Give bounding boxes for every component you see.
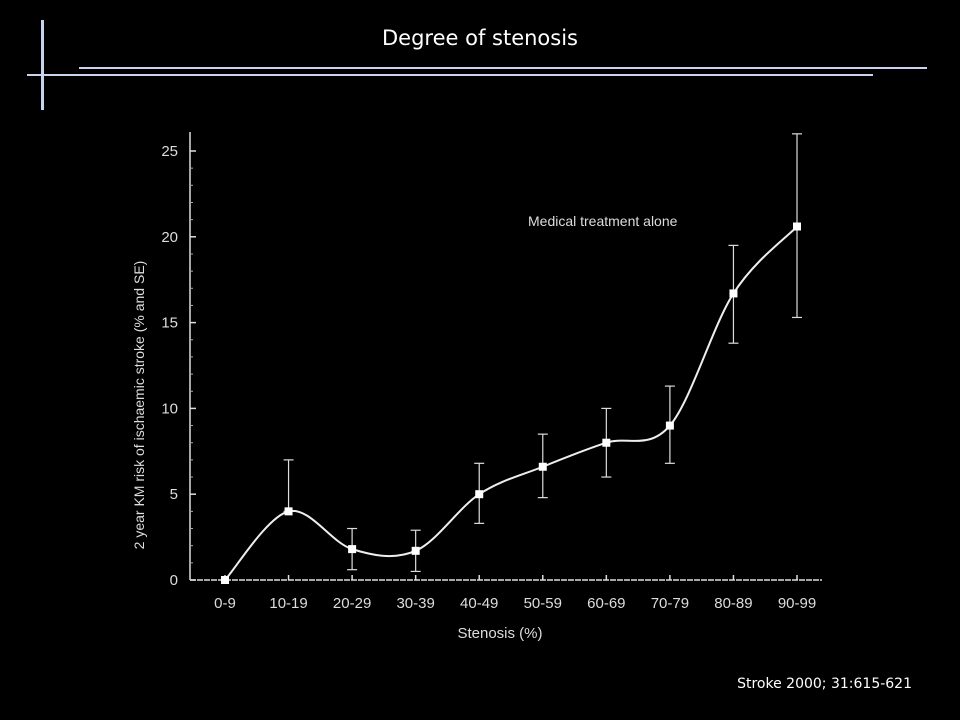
data-point bbox=[411, 546, 420, 555]
x-tick-label: 50-59 bbox=[524, 595, 562, 612]
data-point bbox=[538, 462, 547, 471]
x-tick-label: 70-79 bbox=[651, 595, 689, 612]
data-point bbox=[475, 490, 484, 499]
data-point bbox=[665, 421, 674, 430]
data-point bbox=[729, 289, 738, 298]
y-axis-label: 2 year KM risk of ischaemic stroke (% an… bbox=[131, 261, 147, 550]
x-tick-label: 20-29 bbox=[333, 595, 371, 612]
x-tick-label: 10-19 bbox=[269, 595, 307, 612]
x-tick-label: 0-9 bbox=[214, 595, 236, 612]
x-ticks: 0-9 10-19 20-29 30-39 40-49 50-59 60-69 70-79 80… bbox=[214, 575, 816, 612]
x-axis-label: Stenosis (%) bbox=[457, 625, 542, 642]
y-tick-label: 10 bbox=[161, 400, 178, 417]
x-tick-label: 60-69 bbox=[587, 595, 625, 612]
chart-axes bbox=[189, 132, 822, 581]
y-tick-label: 25 bbox=[161, 143, 178, 160]
y-tick-label: 5 bbox=[170, 486, 178, 503]
citation: Stroke 2000; 31:615-621 bbox=[737, 676, 912, 692]
error-bars bbox=[283, 133, 802, 573]
stenosis-risk-chart: 0 5 10 15 20 25 0-9 10-19 20-29 30-39 40-49 50-59 6… bbox=[131, 132, 822, 642]
chart-annotation: Medical treatment alone bbox=[528, 213, 678, 229]
data-point bbox=[221, 576, 229, 584]
series-line bbox=[224, 225, 798, 581]
data-point bbox=[348, 545, 357, 554]
y-ticks: 0 5 10 15 20 25 bbox=[161, 143, 196, 589]
data-point bbox=[284, 507, 293, 516]
x-tick-label: 40-49 bbox=[460, 595, 498, 612]
decorative-horizontal-line-bottom bbox=[27, 74, 873, 76]
y-tick-label: 0 bbox=[170, 572, 178, 589]
decorative-horizontal-line-top bbox=[79, 67, 927, 69]
decorative-vertical-line bbox=[41, 20, 44, 110]
slide-title: Degree of stenosis bbox=[382, 26, 578, 50]
data-points bbox=[221, 222, 801, 584]
y-tick-label: 15 bbox=[161, 315, 178, 332]
x-tick-label: 30-39 bbox=[396, 595, 434, 612]
x-tick-label: 90-99 bbox=[778, 595, 816, 612]
chart-container: 0 5 10 15 20 25 0-9 10-19 20-29 30-39 40-49 50-59 6… bbox=[110, 120, 840, 650]
data-point bbox=[602, 438, 611, 447]
y-tick-label: 20 bbox=[161, 229, 178, 246]
x-tick-label: 80-89 bbox=[714, 595, 752, 612]
data-point bbox=[793, 222, 801, 231]
